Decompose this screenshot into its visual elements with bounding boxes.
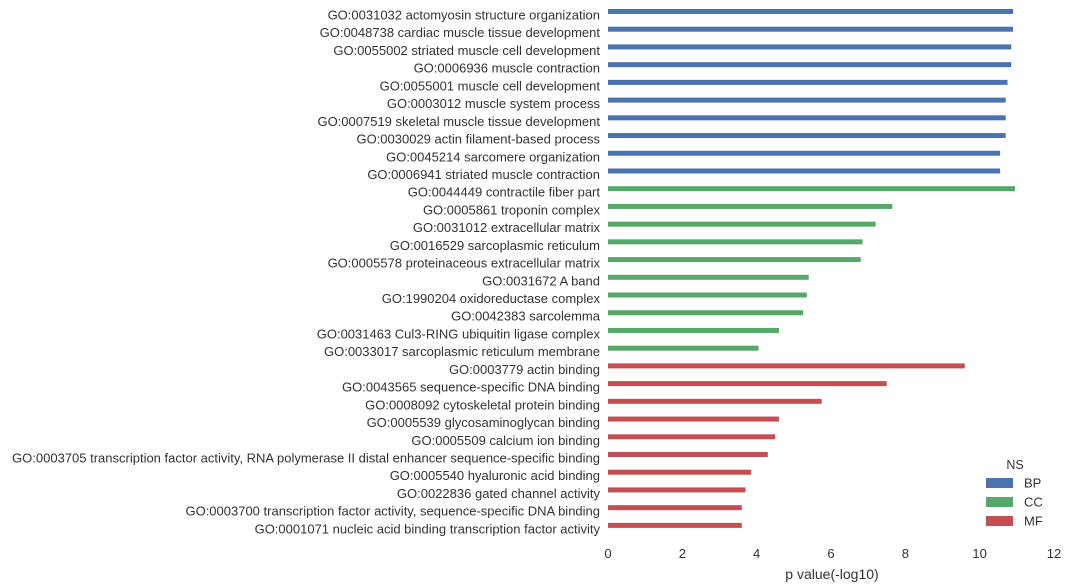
bar-bp [608, 168, 1001, 174]
category-label: GO:0048738 cardiac muscle tissue develop… [320, 25, 601, 40]
bar-cc [608, 327, 779, 333]
bar-bp [608, 26, 1014, 32]
bar-mf [608, 522, 742, 528]
x-tick-label: 4 [753, 546, 760, 561]
bar-bp [608, 9, 1014, 14]
bar-mf [608, 416, 779, 422]
bar-bp [608, 62, 1012, 68]
bar-cc [608, 186, 1015, 192]
bar-bp [608, 115, 1006, 121]
bar-cc [608, 345, 759, 351]
x-tick-label: 0 [604, 546, 611, 561]
legend-title: NS [1006, 458, 1023, 472]
bar-cc [608, 292, 807, 298]
bar-mf [608, 363, 965, 369]
bar-mf [608, 381, 887, 387]
category-label: GO:0006941 striated muscle contraction [367, 167, 600, 182]
category-label: GO:0005578 proteinaceous extracellular m… [328, 256, 601, 271]
bar-bp [608, 79, 1008, 85]
legend-label: BP [1024, 476, 1041, 491]
bar-bp [608, 44, 1012, 50]
category-label: GO:0030029 actin filament-based process [356, 132, 600, 147]
category-label: GO:0006936 muscle contraction [414, 61, 600, 76]
category-label: GO:0005861 troponin complex [423, 202, 601, 217]
category-label: GO:0031032 actomyosin structure organiza… [328, 8, 600, 23]
category-label: GO:0022836 gated channel activity [397, 486, 601, 501]
category-label: GO:1990204 oxidoreductase complex [382, 291, 601, 306]
category-label: GO:0043565 sequence-specific DNA binding [342, 380, 600, 395]
legend-swatch [986, 516, 1013, 526]
category-label: GO:0005540 hyaluronic acid binding [390, 468, 600, 483]
category-label: GO:0007519 skeletal muscle tissue develo… [317, 114, 600, 129]
category-label: GO:0044449 contractile fiber part [408, 185, 601, 200]
bar-bp [608, 97, 1006, 103]
x-axis-label: p value(-log10) [785, 566, 878, 582]
bar-mf [608, 469, 752, 475]
x-tick-label: 12 [1047, 546, 1061, 561]
category-label: GO:0008092 cytoskeletal protein binding [365, 397, 600, 412]
legend-label: MF [1024, 514, 1043, 529]
category-label: GO:0003779 actin binding [449, 362, 600, 377]
bar-mf [608, 452, 768, 457]
bars-group [608, 9, 1015, 528]
category-label: GO:0003705 transcription factor activity… [12, 451, 600, 466]
legend-swatch [986, 497, 1013, 507]
category-label: GO:0055002 striated muscle cell developm… [333, 43, 600, 58]
bar-mf [608, 505, 742, 511]
bar-cc [608, 310, 804, 316]
category-label: GO:0045214 sarcomere organization [386, 149, 600, 164]
bar-mf [608, 398, 822, 404]
category-label: GO:0003012 muscle system process [387, 96, 601, 111]
category-label: GO:0031012 extracellular matrix [413, 220, 601, 235]
bar-cc [608, 274, 809, 280]
bar-bp [608, 150, 1001, 156]
legend: NS BP CC MF [986, 458, 1043, 529]
bar-mf [608, 434, 776, 440]
bar-cc [608, 239, 863, 245]
category-label: GO:0031672 A band [482, 273, 600, 288]
category-label: GO:0003700 transcription factor activity… [185, 504, 600, 519]
legend-label: CC [1024, 495, 1043, 510]
bar-bp [608, 133, 1006, 139]
category-label: GO:0055001 muscle cell development [380, 78, 601, 93]
category-label: GO:0001071 nucleic acid binding transcri… [255, 521, 601, 536]
x-tick-label: 10 [972, 546, 986, 561]
category-label: GO:0031463 Cul3-RING ubiquitin ligase co… [317, 326, 601, 341]
category-label: GO:0005539 glycosaminoglycan binding [367, 415, 600, 430]
legend-swatch [986, 478, 1013, 488]
category-label: GO:0033017 sarcoplasmic reticulum membra… [324, 344, 600, 359]
bar-cc [608, 221, 876, 227]
category-label: GO:0042383 sarcolemma [451, 309, 601, 324]
category-labels-group: GO:0031032 actomyosin structure organiza… [12, 8, 601, 537]
x-tick-label: 2 [679, 546, 686, 561]
legend-entries: BP CC MF [986, 476, 1043, 529]
bar-cc [608, 203, 893, 209]
bar-mf [608, 487, 746, 493]
category-label: GO:0005509 calcium ion binding [411, 433, 600, 448]
x-tick-label: 8 [902, 546, 909, 561]
category-label: GO:0016529 sarcoplasmic reticulum [390, 238, 600, 253]
x-tick-labels-group: 0 2 4 6 8 10 12 [604, 546, 1061, 561]
x-tick-label: 6 [827, 546, 834, 561]
bar-cc [608, 257, 861, 263]
